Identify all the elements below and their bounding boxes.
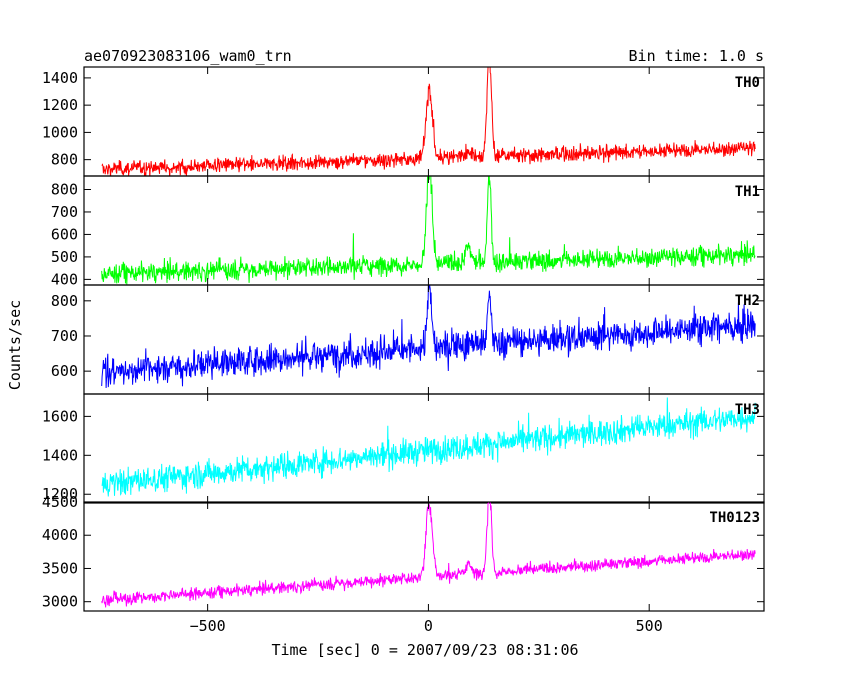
y-tick-label: 800 bbox=[51, 151, 78, 169]
panel-frame bbox=[83, 393, 765, 504]
panel-label-th0123: TH0123 bbox=[709, 510, 760, 526]
x-axis-label: Time [sec] 0 = 2007/09/23 08:31:06 bbox=[271, 641, 578, 659]
x-axis-ticks: −500 0 500 bbox=[190, 617, 663, 635]
y-tick-label: 3500 bbox=[42, 559, 78, 577]
y-tick-label: 1200 bbox=[42, 96, 78, 114]
series-line-th3 bbox=[101, 397, 756, 497]
y-tick-label: 1400 bbox=[42, 446, 78, 464]
y-axis-label: Counts/sec bbox=[6, 300, 24, 390]
y-tick-label: 800 bbox=[51, 292, 78, 310]
y-tick-label: 500 bbox=[51, 248, 78, 266]
y-tick-label: 400 bbox=[51, 270, 78, 288]
panel-th3: 1200 1400 1600 TH3 bbox=[42, 393, 765, 504]
x-tick-label: 500 bbox=[636, 617, 663, 635]
panel-frame bbox=[83, 501, 765, 612]
series-line-th1 bbox=[101, 176, 756, 285]
series-line-th2 bbox=[101, 285, 756, 389]
x-tick-label: 0 bbox=[424, 617, 433, 635]
y-tick-label: 4500 bbox=[42, 493, 78, 511]
series-line-th0 bbox=[101, 67, 756, 176]
panel-label-th1: TH1 bbox=[735, 184, 760, 200]
y-tick-label: 600 bbox=[51, 225, 78, 243]
y-tick-label: 4000 bbox=[42, 526, 78, 544]
y-tick-label: 1200 bbox=[42, 485, 78, 503]
panel-label-th3: TH3 bbox=[735, 402, 760, 418]
panel-th2: 600 700 800 TH2 bbox=[51, 284, 765, 395]
y-tick-label: 700 bbox=[51, 327, 78, 345]
panel-label-th0: TH0 bbox=[735, 75, 760, 91]
y-tick-label: 1400 bbox=[42, 69, 78, 87]
y-tick-label: 1600 bbox=[42, 407, 78, 425]
panel-th1: 400 500 600 700 800 TH1 bbox=[51, 175, 765, 288]
panel-frame bbox=[83, 66, 765, 177]
bin-time-label: Bin time: 1.0 s bbox=[629, 47, 764, 65]
panel-label-th2: TH2 bbox=[735, 293, 760, 309]
panel-th0123: 3000 3500 4000 4500 TH0123 bbox=[42, 493, 765, 612]
y-tick-label: 3000 bbox=[42, 593, 78, 611]
y-tick-label: 600 bbox=[51, 362, 78, 380]
x-tick-label: −500 bbox=[190, 617, 226, 635]
y-tick-label: 700 bbox=[51, 203, 78, 221]
panels-group: 800 1000 1200 1400 TH0 400 500 600 700 800 TH1 600 7… bbox=[42, 66, 765, 612]
y-tick-label: 1000 bbox=[42, 123, 78, 141]
chart-title: ae070923083106_wam0_trn bbox=[84, 47, 292, 65]
y-tick-label: 800 bbox=[51, 180, 78, 198]
